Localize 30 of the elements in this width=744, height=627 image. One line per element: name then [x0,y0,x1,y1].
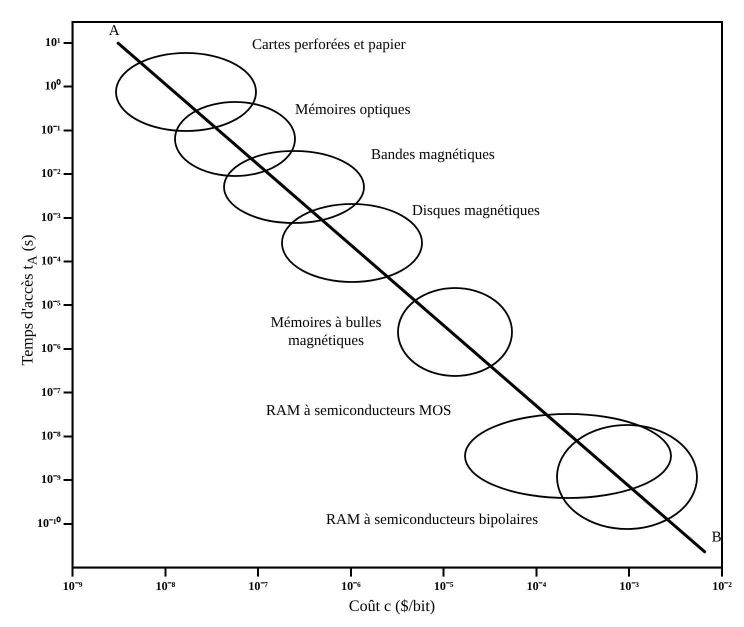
annotation: Mémoires à bulles magnétiques [270,314,382,349]
x-tick-label: 10⁻⁶ [341,578,362,593]
x-axis-title: Coût c ($/bit) [348,598,436,616]
y-tick-label: 10⁻⁸ [40,428,61,443]
annotation: Disques magnétiques [412,202,540,219]
x-tick-label: 10⁻⁸ [156,578,176,593]
y-tick-label: 10⁻⁵ [40,297,61,312]
annotation: Cartes perforées et papier [252,36,406,53]
y-tick-label: 10⁻⁹ [40,472,61,486]
annotation: RAM à semiconducteurs MOS [266,402,452,419]
x-tick-label: 10⁻⁵ [434,578,454,593]
annotation: B [712,530,722,546]
x-tick-label: 10⁻⁷ [248,578,268,593]
y-tick-label: 10⁰ [44,78,62,93]
x-tick-label: 10⁻⁹ [62,578,83,593]
annotation: Bandes magnétiques [371,146,495,163]
annotation: Mémoires optiques [295,102,411,118]
y-tick-label: 10⁻⁴ [40,254,61,268]
annotation: RAM à semiconducteurs bipolaires [326,512,538,528]
annotation: A [108,23,120,40]
y-tick-label: 10⁻¹ [40,122,61,136]
y-tick-label: 10⁻² [40,166,61,180]
y-tick-label: 10⁻¹⁰ [36,516,62,530]
x-tick-label: 10⁻⁴ [526,578,547,593]
x-tick-label: 10⁻³ [619,578,640,593]
y-tick-label: 10⁻³ [40,210,61,224]
y-tick-label: 10⁻⁷ [40,384,61,399]
y-tick-label: 10¹ [44,34,61,49]
x-tick-label: 10⁻² [712,578,732,593]
y-tick-label: 10⁻⁶ [40,341,61,356]
